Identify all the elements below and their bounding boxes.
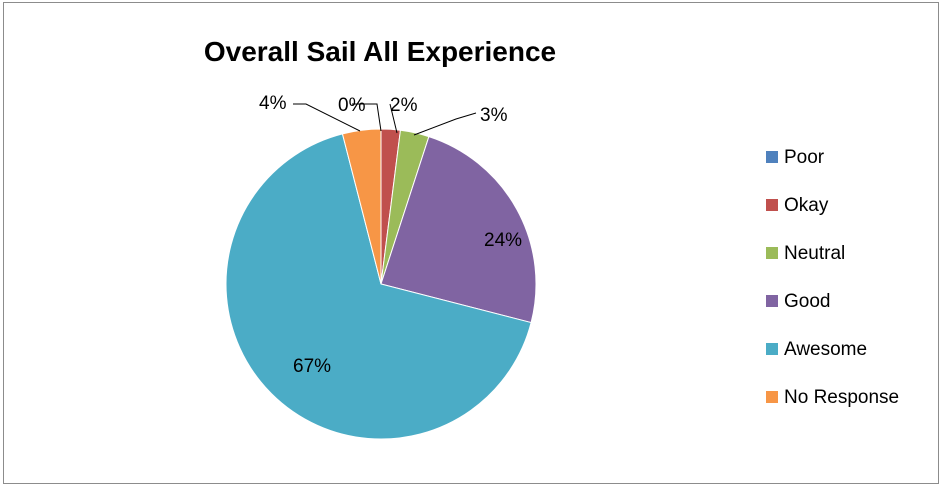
legend-label-okay: Okay (784, 195, 829, 216)
legend-label-neutral: Neutral (784, 243, 845, 264)
data-label-awesome: 67% (293, 356, 331, 377)
leader-line-okay (389, 103, 398, 134)
legend-swatch-awesome (766, 343, 778, 355)
chart-area: Overall Sail All Experience 0% 2% 3% 24% 67%… (3, 2, 939, 484)
data-label-okay: 2% (390, 95, 418, 116)
legend-swatch-okay (766, 199, 778, 211)
data-label-no-response: 4% (259, 93, 287, 114)
pie-slice-good (380, 135, 537, 324)
legend-label-awesome: Awesome (784, 339, 867, 360)
legend-item-poor: Poor (766, 147, 825, 168)
legend-swatch-neutral (766, 247, 778, 259)
data-label-poor: 0% (338, 95, 366, 116)
legend-item-good: Good (766, 291, 830, 312)
pie-chart: Overall Sail All Experience 0% 2% 3% 24% 67%… (204, 36, 899, 440)
pie-slice-awesome (225, 133, 532, 440)
leader-line-neutral (413, 112, 477, 136)
data-label-good: 24% (484, 230, 522, 251)
legend-item-okay: Okay (766, 195, 829, 216)
legend-item-no-response: No Response (766, 387, 899, 408)
legend-swatch-good (766, 295, 778, 307)
leader-line-no-response (293, 103, 361, 132)
legend-label-poor: Poor (784, 147, 825, 168)
legend-item-neutral: Neutral (766, 243, 845, 264)
pie-slices (225, 128, 537, 440)
legend-item-awesome: Awesome (766, 339, 867, 360)
legend-swatch-poor (766, 151, 778, 163)
legend: Poor Okay Neutral Good Awesome No Response (766, 147, 899, 408)
chart-title: Overall Sail All Experience (204, 36, 556, 67)
leader-line-poor (352, 103, 382, 132)
legend-label-no-response: No Response (784, 387, 899, 408)
data-label-neutral: 3% (480, 105, 508, 126)
data-labels: 0% 2% 3% 24% 67% 4% (259, 93, 522, 377)
legend-label-good: Good (784, 291, 830, 312)
legend-swatch-no-response (766, 391, 778, 403)
